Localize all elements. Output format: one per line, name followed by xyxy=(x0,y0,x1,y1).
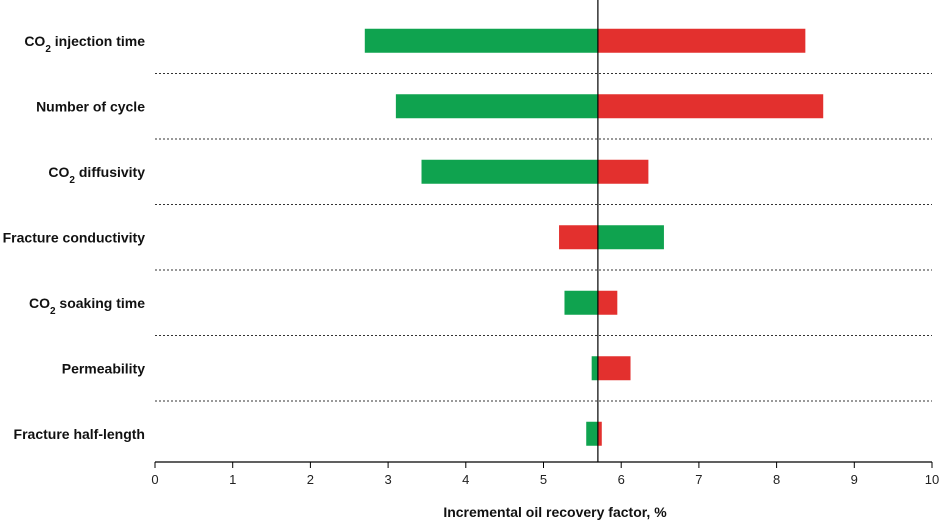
x-tick-label: 3 xyxy=(384,472,391,487)
bar-green-6 xyxy=(591,356,598,381)
x-tick-label: 4 xyxy=(462,472,469,487)
x-tick-label: 0 xyxy=(151,472,158,487)
bar-green-5 xyxy=(564,290,598,315)
x-tick-label: 10 xyxy=(925,472,939,487)
bar-green-4 xyxy=(597,225,664,250)
bar-red-7 xyxy=(597,421,602,446)
category-label: Number of cycle xyxy=(36,98,145,114)
x-tick-label: 1 xyxy=(229,472,236,487)
bar-green-3 xyxy=(421,159,598,184)
x-tick-label: 9 xyxy=(851,472,858,487)
row-separators xyxy=(155,73,932,402)
bar-red-6 xyxy=(597,356,631,381)
bar-green-7 xyxy=(586,421,598,446)
bar-red-1 xyxy=(597,28,806,53)
x-axis: 0 1 2 3 4 5 6 7 8 9 10 xyxy=(151,461,939,487)
bar-red-3 xyxy=(597,159,649,184)
category-label: CO2 soaking time xyxy=(29,295,145,317)
bar-green-1 xyxy=(364,28,598,53)
bar-red-2 xyxy=(597,94,824,119)
category-label: CO2 diffusivity xyxy=(48,164,145,186)
x-tick-label: 6 xyxy=(618,472,625,487)
bar-red-4 xyxy=(559,225,598,250)
bars-layer xyxy=(364,28,824,446)
category-label: CO2 injection time xyxy=(24,33,145,55)
category-label: Fracture conductivity xyxy=(3,229,146,245)
bar-green-2 xyxy=(395,94,598,119)
x-tick-label: 5 xyxy=(540,472,547,487)
x-tick-label: 7 xyxy=(695,472,702,487)
bar-red-5 xyxy=(597,290,618,315)
category-label: Permeability xyxy=(62,360,145,376)
x-axis-title: Incremental oil recovery factor, % xyxy=(443,504,667,520)
x-tick-label: 8 xyxy=(773,472,780,487)
x-tick-label: 2 xyxy=(307,472,314,487)
category-label: Fracture half-length xyxy=(14,426,145,442)
category-labels: CO2 injection time Number of cycle CO2 dif… xyxy=(3,33,146,442)
